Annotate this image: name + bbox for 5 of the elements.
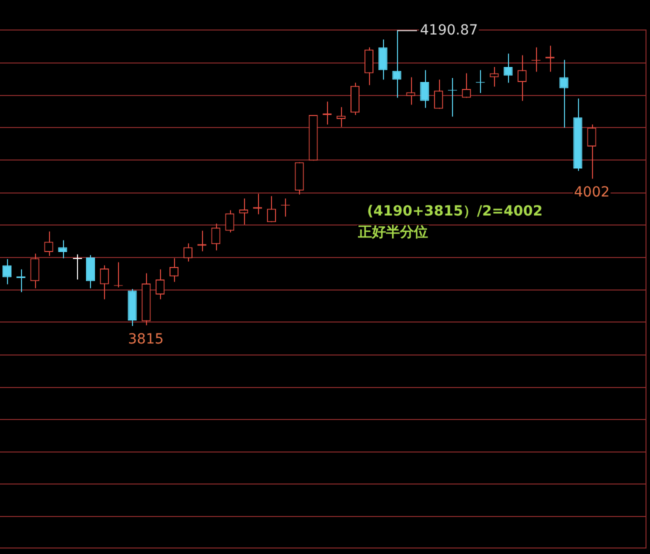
annotation: (4190+3815）/2=4002 <box>367 204 543 220</box>
annotation: 4002 <box>574 184 610 201</box>
text: 3815 <box>128 332 164 348</box>
annotation: 正好半分位 <box>357 224 428 241</box>
annotation: 4190.87 <box>420 22 478 39</box>
